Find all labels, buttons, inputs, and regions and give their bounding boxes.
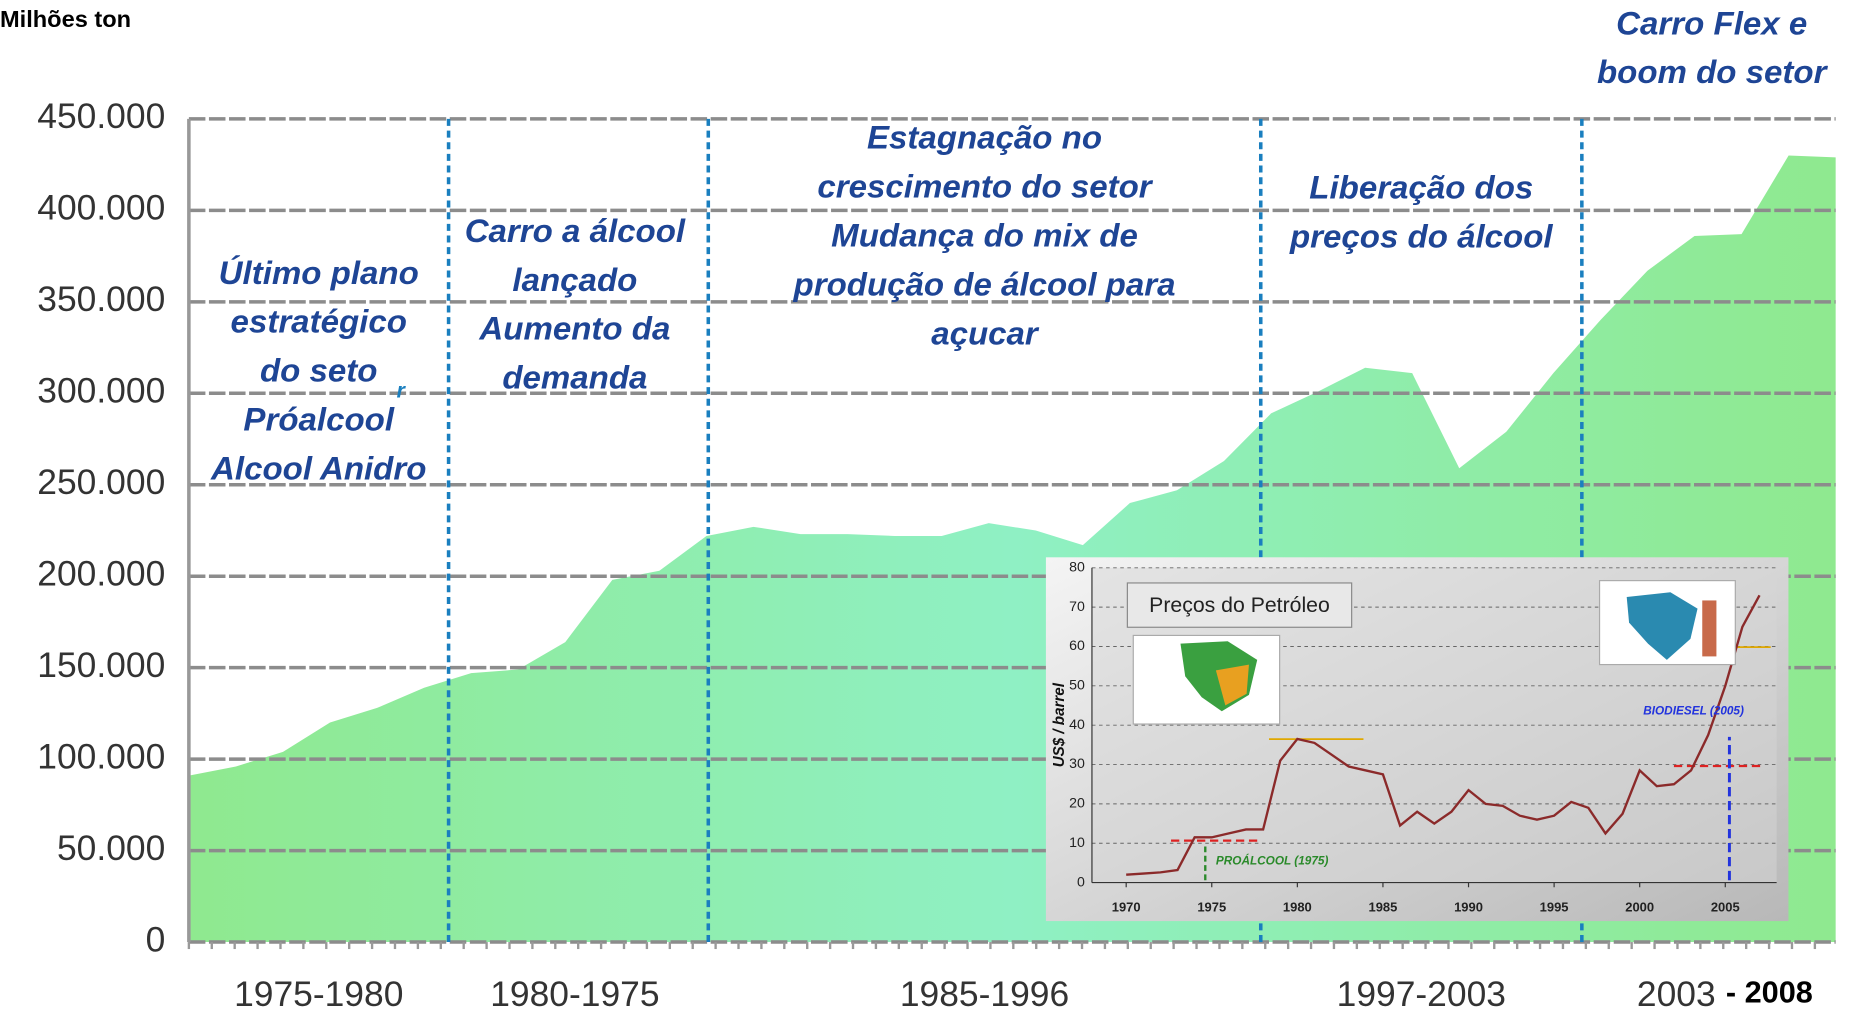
y-tick-label: 0 — [146, 920, 166, 959]
period-annotation: Mudança do mix de — [831, 217, 1138, 254]
inset-x-tick-label: 1985 — [1369, 900, 1398, 915]
period-annotation: Carro a álcool — [465, 212, 686, 249]
period-annotation: Carro Flex e — [1616, 4, 1807, 41]
inset-chart: 0 10 20 30 40 50 60 70 80 1970 1975 1980 1985 1990 199… — [1046, 557, 1789, 921]
period-annotation: Estagnação no — [867, 119, 1102, 156]
y-tick-label: 150.000 — [37, 646, 165, 685]
period-label: 1985-1996 — [900, 975, 1069, 1014]
inset-x-tick-label: 1970 — [1112, 900, 1141, 915]
period-label: 1975-1980 — [234, 975, 403, 1014]
period-annotation: Liberação dos — [1309, 169, 1533, 206]
inset-x-tick-label: 1995 — [1540, 900, 1569, 915]
chart: Milhões ton 0 50.000 100.000 150.000 200.000… — [0, 0, 1851, 1026]
period-annotation: lançado — [512, 261, 637, 298]
inset-x-tick-label: 1975 — [1197, 900, 1226, 915]
inset-y-tick-label: 20 — [1069, 795, 1085, 811]
period-annotation: preços do álcool — [1289, 218, 1553, 255]
period-label: 2003 — [1637, 975, 1716, 1014]
period-label: 1997-2003 — [1337, 975, 1506, 1014]
y-tick-label: 100.000 — [37, 738, 165, 777]
inset-x-tick-label: 1990 — [1454, 900, 1483, 915]
y-tick-label: 250.000 — [37, 463, 165, 502]
period-annotation: açucar — [931, 315, 1040, 352]
thumbnail-legend — [1702, 600, 1716, 656]
inset-y-tick-label: 50 — [1069, 677, 1085, 693]
inset-x-tick-label: 1980 — [1283, 900, 1312, 915]
y-tick-label: 450.000 — [37, 97, 165, 136]
inset-y-tick-label: 60 — [1069, 637, 1085, 653]
inset-title: Preços do Petróleo — [1149, 594, 1330, 617]
inset-y-tick-label: 80 — [1069, 559, 1085, 575]
period-annotation: Alcool Anidro — [210, 450, 426, 487]
period-annotation: Próalcool — [243, 401, 394, 438]
period-annotation: produção de álcool para — [793, 266, 1176, 303]
y-tick-label: 300.000 — [37, 372, 165, 411]
page: Milhões ton 0 50.000 100.000 150.000 200.000… — [0, 0, 1851, 1026]
y-tick-label: 50.000 — [57, 829, 165, 868]
inset-annotation: BIODIESEL (2005) — [1643, 704, 1744, 717]
period-annotation: estratégico — [231, 303, 407, 340]
inset-y-tick-label: 30 — [1069, 755, 1085, 771]
y-tick-label: 200.000 — [37, 555, 165, 594]
inset-x-tick-label: 2005 — [1711, 900, 1740, 915]
inset-x-tick-label: 2000 — [1625, 900, 1654, 915]
inset-y-tick-label: 70 — [1069, 598, 1085, 614]
inset-y-tick-label: 40 — [1069, 716, 1085, 732]
period-annotation: boom do setor — [1597, 53, 1829, 90]
y-unit-label: Milhões ton — [0, 6, 131, 32]
period-label-suffix: - 2008 — [1726, 976, 1813, 1010]
stray-text: r — [397, 379, 407, 402]
period-annotation: Último plano — [219, 254, 419, 291]
inset-y-label: US$ / barrel — [1051, 682, 1068, 767]
y-tick-label: 400.000 — [37, 189, 165, 228]
period-annotation: crescimento do setor — [817, 168, 1153, 205]
period-annotation: demanda — [502, 359, 647, 396]
inset-annotation: PROÁLCOOL (1975) — [1216, 855, 1329, 868]
y-tick-label: 350.000 — [37, 280, 165, 319]
period-label: 1980-1975 — [490, 975, 659, 1014]
inset-y-tick-label: 0 — [1077, 873, 1085, 889]
period-annotation: Aumento da — [478, 310, 670, 347]
inset-y-tick-label: 10 — [1069, 834, 1085, 850]
period-annotation: do seto — [260, 352, 378, 389]
